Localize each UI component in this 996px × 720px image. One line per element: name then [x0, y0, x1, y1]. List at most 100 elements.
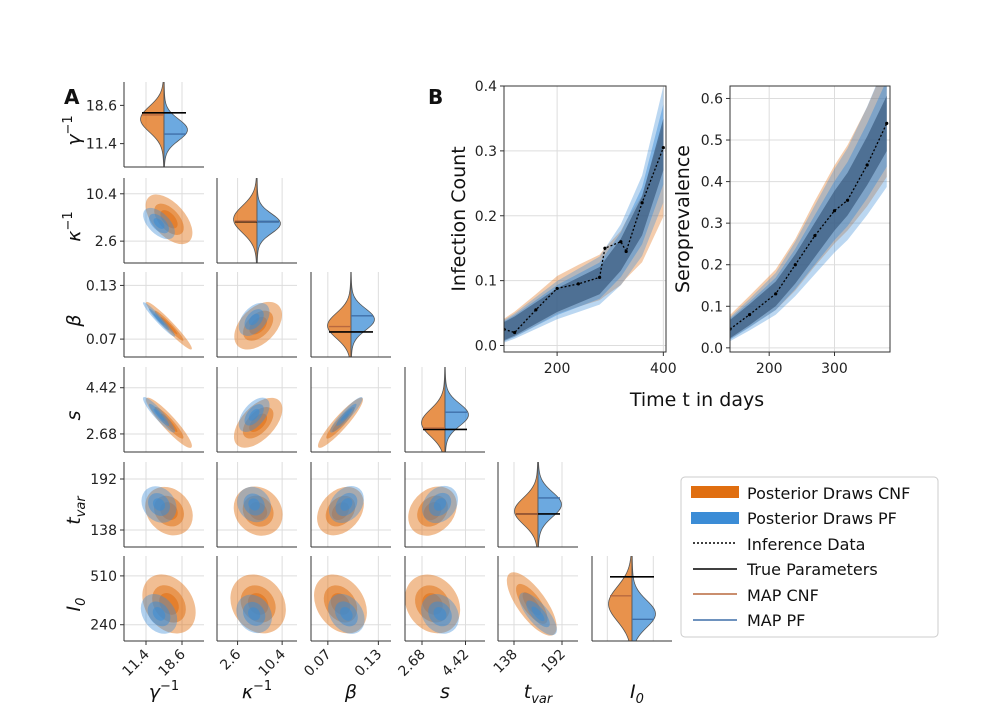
cell-content [405, 556, 485, 641]
pair-cell-s-kappa_inv [216, 367, 297, 453]
cell-content [140, 82, 188, 167]
violin-half-cnf [421, 367, 446, 452]
x-tick-label-kappa_inv: 2.6 [217, 646, 244, 673]
x-tick-label: 400 [650, 361, 677, 377]
y-tick-label: 0.3 [475, 144, 497, 160]
y-tick-label: 0.2 [475, 209, 497, 225]
violin-half-pf [444, 367, 469, 452]
kde-cnf-inner [249, 413, 268, 432]
band-pf-outer [504, 86, 664, 343]
x-axis-label-kappa_inv: κ−1 [242, 679, 272, 703]
cell-content [311, 556, 391, 641]
pair-cell-t_var-gamma_inv [123, 462, 204, 548]
pair-cell-I0-t_var [497, 556, 578, 642]
x-tick-label-beta: 0.13 [352, 647, 385, 680]
label-sub: 0 [74, 598, 89, 606]
y-tick-label-beta: 0.07 [86, 332, 117, 348]
kde-pf-inner [248, 313, 260, 326]
x-tick-label-s: 4.42 [439, 647, 472, 680]
label-base: β [63, 314, 85, 327]
inference-data-point [793, 263, 797, 267]
x-axis-label-I0: I0 [630, 681, 644, 707]
time-axis-label: Time t in days [629, 389, 764, 411]
y-tick-label: 0.1 [475, 274, 497, 290]
cell-content [311, 462, 391, 547]
cell-content [513, 462, 563, 547]
inference-data-point [534, 308, 538, 312]
kde-pf-inner [153, 408, 165, 421]
pair-cell-t_var-kappa_inv [216, 462, 297, 548]
cell-content [311, 367, 391, 452]
kde-pf-inner [248, 607, 261, 621]
pair-cell-I0-s [404, 556, 485, 642]
band-cnf-outer [730, 86, 887, 340]
y-tick-label-beta: 0.13 [86, 278, 117, 294]
inference-data-point [774, 292, 778, 296]
legend: Posterior Draws CNF Posterior Draws PF I… [680, 476, 939, 638]
label-base: I [63, 605, 85, 611]
label-base: t [63, 516, 85, 525]
kde-pf-inner [248, 408, 260, 421]
label-sup: −1 [160, 679, 179, 694]
y-axis-label-t_var: tvar [63, 495, 89, 525]
y-tick-label-s: 2.68 [86, 427, 117, 443]
kde-pf-inner [340, 607, 353, 621]
cell-content [124, 367, 204, 452]
plot-frame [503, 85, 667, 353]
pairplot-panel: 11.418.6γ−12.610.4κ−10.070.13β2.684.42s1… [61, 82, 672, 707]
pair-cell-t_var-t_var [497, 462, 578, 548]
violin-half-cnf [140, 82, 165, 167]
label-sup: −1 [61, 115, 76, 134]
inference-data-point [598, 275, 602, 279]
violin-half-pf [350, 272, 375, 357]
x-tick-label-gamma_inv: 18.6 [155, 646, 188, 679]
kde-pf-inner [153, 313, 165, 326]
x-tick-label-t_var: 138 [491, 647, 521, 677]
violin-half-cnf [608, 556, 633, 641]
kde-pf-inner [152, 607, 166, 621]
y-tick-label-kappa_inv: 10.4 [86, 187, 117, 203]
y-tick-label: 0.4 [701, 175, 723, 191]
y-tick-label: 0.3 [701, 216, 723, 232]
kde-pf-inner [433, 607, 447, 621]
legend-label-map-cnf: MAP CNF [747, 586, 819, 605]
violin-half-cnf [514, 462, 539, 547]
x-tick-label: 200 [544, 361, 571, 377]
inference-data-point [747, 312, 752, 317]
x-tick-label-beta: 0.07 [301, 647, 334, 680]
y-tick-label-s: 4.42 [86, 381, 117, 397]
kde-pf-inner [152, 498, 166, 511]
inference-data-point [576, 282, 580, 286]
pair-cell-gamma_inv-gamma_inv [123, 82, 204, 168]
y-tick-label-gamma_inv: 11.4 [86, 137, 117, 153]
label-sup: −1 [61, 211, 76, 230]
pair-cell-kappa_inv-kappa_inv [216, 178, 297, 264]
band-pf-outer [730, 86, 887, 342]
y-tick-label: 0.0 [475, 339, 497, 355]
y-tick-label: 0.6 [701, 91, 723, 107]
label-base: s [63, 410, 85, 420]
cell-content [124, 556, 204, 641]
pair-cell-I0-kappa_inv [216, 556, 297, 642]
inference-data-point [832, 209, 837, 213]
x-tick-label-s: 2.68 [395, 647, 428, 680]
pair-cell-I0-I0 [591, 556, 672, 642]
y-axis-label-kappa_inv: κ−1 [61, 211, 85, 241]
y-tick-label: 0.0 [701, 341, 723, 357]
cell-content [606, 556, 656, 641]
label-base: κ [242, 681, 254, 703]
kde-pf-inner [340, 498, 353, 511]
y-tick-label: 0.4 [475, 79, 497, 95]
pair-cell-t_var-s [404, 462, 485, 548]
x-tick-label: 300 [821, 361, 848, 377]
y-tick-label-t_var: 138 [90, 523, 117, 539]
inference-data-point [865, 163, 869, 167]
kde-pf-inner [531, 606, 545, 622]
inference-data-point [845, 198, 850, 202]
legend-handle-patch [691, 486, 739, 498]
label-base: s [440, 681, 450, 703]
pair-cell-kappa_inv-gamma_inv [123, 178, 204, 264]
pair-cell-s-beta [310, 367, 391, 453]
